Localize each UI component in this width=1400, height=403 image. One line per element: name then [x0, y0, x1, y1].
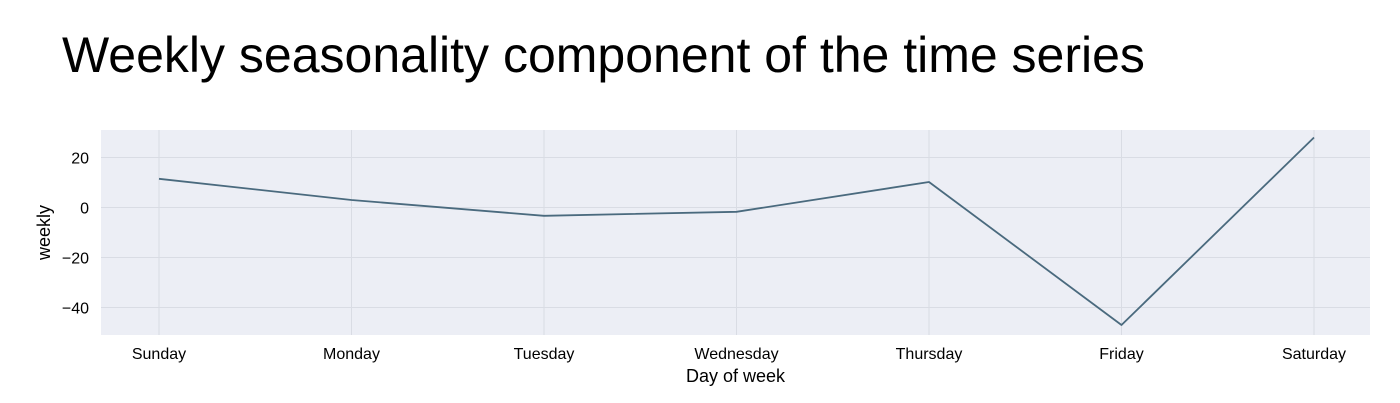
x-tick-label: Friday [1099, 346, 1143, 363]
x-tick-label: Saturday [1282, 346, 1346, 363]
x-tick-label: Tuesday [514, 346, 575, 363]
series-line [158, 136, 1315, 326]
y-tick-label: 20 [71, 151, 89, 168]
chart-title: Weekly seasonality component of the time… [62, 27, 1145, 83]
grid [101, 130, 1370, 335]
x-axis-label: Day of week [686, 366, 786, 386]
x-tick-label: Wednesday [694, 346, 778, 363]
x-tick-label: Sunday [132, 346, 186, 363]
y-axis-ticks: 20 0 −20 −40 [62, 151, 89, 318]
x-axis-ticks: Sunday Monday Tuesday Wednesday Thursday Frid… [132, 346, 1346, 363]
y-tick-label: −40 [62, 301, 89, 318]
y-tick-label: 0 [80, 201, 89, 218]
plot-area [101, 130, 1370, 335]
y-axis-label: weekly [34, 205, 54, 261]
series-layer [158, 136, 1315, 326]
x-tick-label: Thursday [896, 346, 963, 363]
y-tick-label: −20 [62, 251, 89, 268]
x-tick-label: Monday [323, 346, 380, 363]
